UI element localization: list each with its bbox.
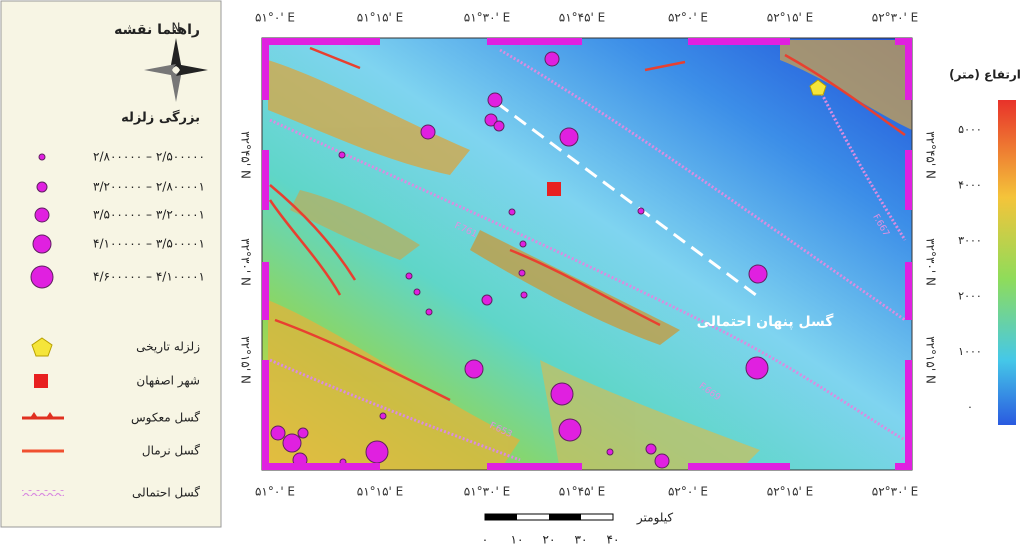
legend-item-label: گسل معکوس: [131, 411, 200, 426]
magnitude-class-label: ۴/۱۰۰۰۰۱ – ۴/۶۰۰۰۰۰: [93, 270, 205, 284]
longitude-label: ۵۱°۰' E: [255, 11, 295, 25]
elevation-colorbar: [998, 100, 1016, 425]
longitude-label: ۵۱°۱۵' E: [357, 11, 403, 25]
elevation-tick-label: ۵۰۰۰: [958, 123, 982, 136]
longitude-label: ۵۱°۱۵' E: [357, 485, 403, 499]
earthquake: [560, 128, 578, 146]
frame-segment: [262, 38, 269, 100]
north-label: N: [172, 21, 181, 35]
latitude-label: ۳۲°۱۵' N: [239, 336, 253, 384]
earthquake: [283, 434, 301, 452]
elevation-tick-label: ۱۰۰۰: [958, 345, 982, 358]
earthquake: [465, 360, 483, 378]
earthquake: [520, 241, 526, 247]
latitude-label: ۳۲°۳۰' N: [924, 238, 938, 286]
earthquake: [607, 449, 613, 455]
earthquake: [298, 428, 308, 438]
scale-label: ۰: [482, 533, 488, 547]
earthquake: [366, 441, 388, 463]
earthquake: [482, 295, 492, 305]
frame-segment: [905, 262, 912, 320]
earthquake: [414, 289, 420, 295]
frame-segment: [487, 463, 582, 470]
scale-unit: کیلومتر: [636, 511, 673, 526]
earthquake: [339, 152, 345, 158]
earthquake: [559, 419, 581, 441]
latitude-label: ۳۲°۳۰' N: [239, 238, 253, 286]
elevation-tick-label: ۲۰۰۰: [958, 290, 982, 303]
latitude-label: ۳۲°۱۵' N: [924, 336, 938, 384]
earthquake: [271, 426, 285, 440]
elevation-tick-label: ۳۰۰۰: [958, 234, 982, 247]
legend-item-label: شهر اصفهان: [136, 374, 200, 389]
elevation-tick-label: ۰: [967, 401, 973, 414]
legend-title: راهنما نقشه: [114, 22, 200, 38]
earthquake: [646, 444, 656, 454]
scale-label: ۲۰: [543, 533, 556, 547]
map-figure: راهنما نقشه N بزرگی زلزله ۲/۵۰۰۰۰۰ – ۲/۸…: [0, 0, 1021, 551]
frame-segment: [905, 150, 912, 210]
earthquake: [521, 292, 527, 298]
legend-item-label: گسل احتمالی: [132, 486, 200, 500]
frame-segment: [905, 38, 912, 100]
longitude-label: ۵۲°۳۰' E: [872, 11, 918, 25]
earthquake: [638, 208, 644, 214]
latitude-label: ۳۲°۴۵' N: [239, 131, 253, 179]
scale-label: ۴۰: [607, 533, 620, 547]
longitude-label: ۵۲°۱۵' E: [767, 11, 813, 25]
earthquake: [494, 121, 504, 131]
longitude-label: ۵۲°۳۰' E: [872, 485, 918, 499]
longitude-label: ۵۱°۴۵' E: [559, 485, 605, 499]
earthquake: [380, 413, 386, 419]
longitude-label: ۵۲°۰' E: [668, 485, 708, 499]
earthquake: [426, 309, 432, 315]
frame-segment: [688, 38, 790, 45]
legend-item-label: زلزله تاریخی: [136, 340, 200, 355]
earthquake: [509, 209, 515, 215]
legend-item-label: گسل نرمال: [142, 444, 200, 459]
earthquake: [406, 273, 412, 279]
elevation-title: ارتفاع (متر): [949, 68, 1021, 82]
earthquake: [488, 93, 502, 107]
earthquake: [421, 125, 435, 139]
frame-segment: [262, 38, 380, 45]
earthquake: [746, 357, 768, 379]
magnitude-class-label: ۲/۵۰۰۰۰۰ – ۲/۸۰۰۰۰۰: [93, 150, 205, 164]
magnitude-class-label: ۲/۸۰۰۰۰۱ – ۳/۲۰۰۰۰۰: [93, 180, 205, 194]
longitude-label: ۵۲°۱۵' E: [767, 485, 813, 499]
longitude-label: ۵۲°۰' E: [668, 11, 708, 25]
longitude-label: ۵۱°۳۰' E: [464, 11, 510, 25]
earthquake: [551, 383, 573, 405]
frame-segment: [262, 150, 269, 210]
elevation-tick-label: ۴۰۰۰: [958, 179, 982, 192]
longitude-label: ۵۱°۰' E: [255, 485, 295, 499]
frame-segment: [262, 262, 269, 320]
longitude-label: ۵۱°۴۵' E: [559, 11, 605, 25]
scale-label: ۱۰: [511, 533, 524, 547]
magnitude-title: بزرگی زلزله: [121, 110, 200, 126]
scale-label: ۳۰: [575, 533, 588, 547]
earthquake: [655, 454, 669, 468]
earthquake: [545, 52, 559, 66]
earthquake: [519, 270, 525, 276]
magnitude-class-label: ۳/۵۰۰۰۰۱ – ۴/۱۰۰۰۰۰: [93, 237, 205, 251]
hidden-fault-annotation: گسل پنهان احتمالی: [697, 313, 835, 330]
longitude-label: ۵۱°۳۰' E: [464, 485, 510, 499]
frame-segment: [688, 463, 790, 470]
frame-segment: [262, 360, 269, 470]
magnitude-class-label: ۳/۲۰۰۰۰۱ – ۳/۵۰۰۰۰۰: [93, 208, 205, 222]
frame-segment: [487, 38, 582, 45]
earthquake: [749, 265, 767, 283]
frame-segment: [905, 360, 912, 470]
latitude-label: ۳۲°۴۵' N: [924, 131, 938, 179]
map-area: [262, 38, 912, 470]
frame-segment: [262, 463, 380, 470]
scale-bar: [485, 514, 613, 520]
